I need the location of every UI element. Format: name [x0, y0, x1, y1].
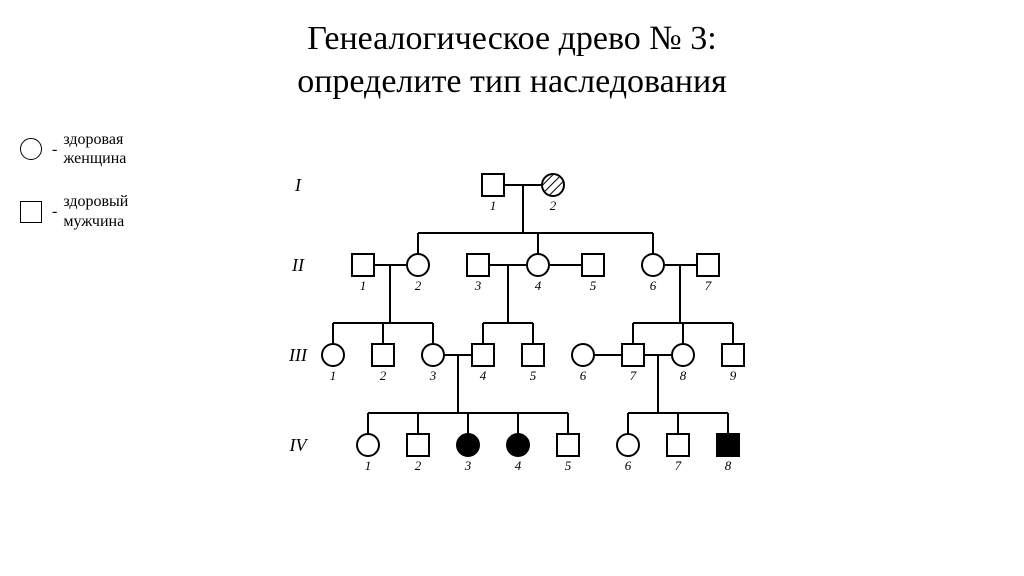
pedigree-node: [407, 254, 429, 276]
legend-male-dash: -: [52, 202, 57, 221]
node-index: 1: [365, 458, 372, 473]
legend-female: - здоровая женщина: [20, 130, 128, 168]
node-index: 1: [360, 278, 367, 293]
node-index: 8: [680, 368, 687, 383]
pedigree-node: [572, 344, 594, 366]
pedigree-node: [697, 254, 719, 276]
node-index: 6: [580, 368, 587, 383]
node-index: 2: [415, 278, 422, 293]
node-index: 7: [675, 458, 682, 473]
pedigree-node: [457, 434, 479, 456]
node-index: 4: [515, 458, 522, 473]
node-index: 5: [530, 368, 537, 383]
pedigree-node: [582, 254, 604, 276]
pedigree-node: [722, 344, 744, 366]
legend-male: - здоровый мужчина: [20, 192, 128, 230]
generation-label: III: [288, 345, 308, 365]
node-index: 4: [535, 278, 542, 293]
pedigree-node: [672, 344, 694, 366]
node-index: 2: [415, 458, 422, 473]
pedigree-node: [717, 434, 739, 456]
pedigree-node: [617, 434, 639, 456]
node-index: 6: [650, 278, 657, 293]
generation-label: IV: [289, 435, 309, 455]
pedigree-node: [507, 434, 529, 456]
node-index: 1: [330, 368, 337, 383]
pedigree-node: [407, 434, 429, 456]
node-index: 8: [725, 458, 732, 473]
pedigree-node: [527, 254, 549, 276]
node-index: 7: [705, 278, 712, 293]
circle-icon: [20, 138, 42, 160]
pedigree-node: [522, 344, 544, 366]
square-icon: [20, 201, 42, 223]
node-index: 7: [630, 368, 637, 383]
generation-label: I: [294, 175, 302, 195]
pedigree-node: [357, 434, 379, 456]
node-index: 2: [550, 198, 557, 213]
node-index: 3: [429, 368, 437, 383]
pedigree-node: [642, 254, 664, 276]
node-index: 4: [480, 368, 487, 383]
node-index: 6: [625, 458, 632, 473]
pedigree-node: [472, 344, 494, 366]
legend-male-text: здоровый мужчина: [63, 192, 128, 230]
node-index: 3: [464, 458, 472, 473]
pedigree-node: [372, 344, 394, 366]
pedigree-node: [467, 254, 489, 276]
pedigree-node: [422, 344, 444, 366]
pedigree-node: [352, 254, 374, 276]
node-index: 9: [730, 368, 737, 383]
generation-label: II: [291, 255, 305, 275]
pedigree-node: [482, 174, 504, 196]
pedigree-node: [667, 434, 689, 456]
node-index: 5: [590, 278, 597, 293]
title-line-1: Генеалогическое древо № 3:: [307, 20, 716, 57]
pedigree-diagram: IIIIIIIV12123456712345678912345678: [258, 155, 778, 500]
title-line-2: определите тип наследования: [297, 63, 727, 100]
node-index: 1: [490, 198, 497, 213]
node-index: 5: [565, 458, 572, 473]
pedigree-node: [322, 344, 344, 366]
pedigree-node: [622, 344, 644, 366]
legend: - здоровая женщина - здоровый мужчина: [20, 130, 128, 255]
node-index: 2: [380, 368, 387, 383]
node-index: 3: [474, 278, 482, 293]
page-title: Генеалогическое древо № 3: определите ти…: [0, 0, 1024, 103]
legend-female-text: здоровая женщина: [63, 130, 126, 168]
legend-female-dash: -: [52, 140, 57, 159]
pedigree-svg: IIIIIIIV12123456712345678912345678: [258, 155, 778, 495]
pedigree-node: [557, 434, 579, 456]
pedigree-node: [542, 174, 564, 196]
